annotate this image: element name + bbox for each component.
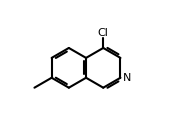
Text: Cl: Cl bbox=[98, 28, 109, 38]
Text: N: N bbox=[123, 73, 131, 83]
